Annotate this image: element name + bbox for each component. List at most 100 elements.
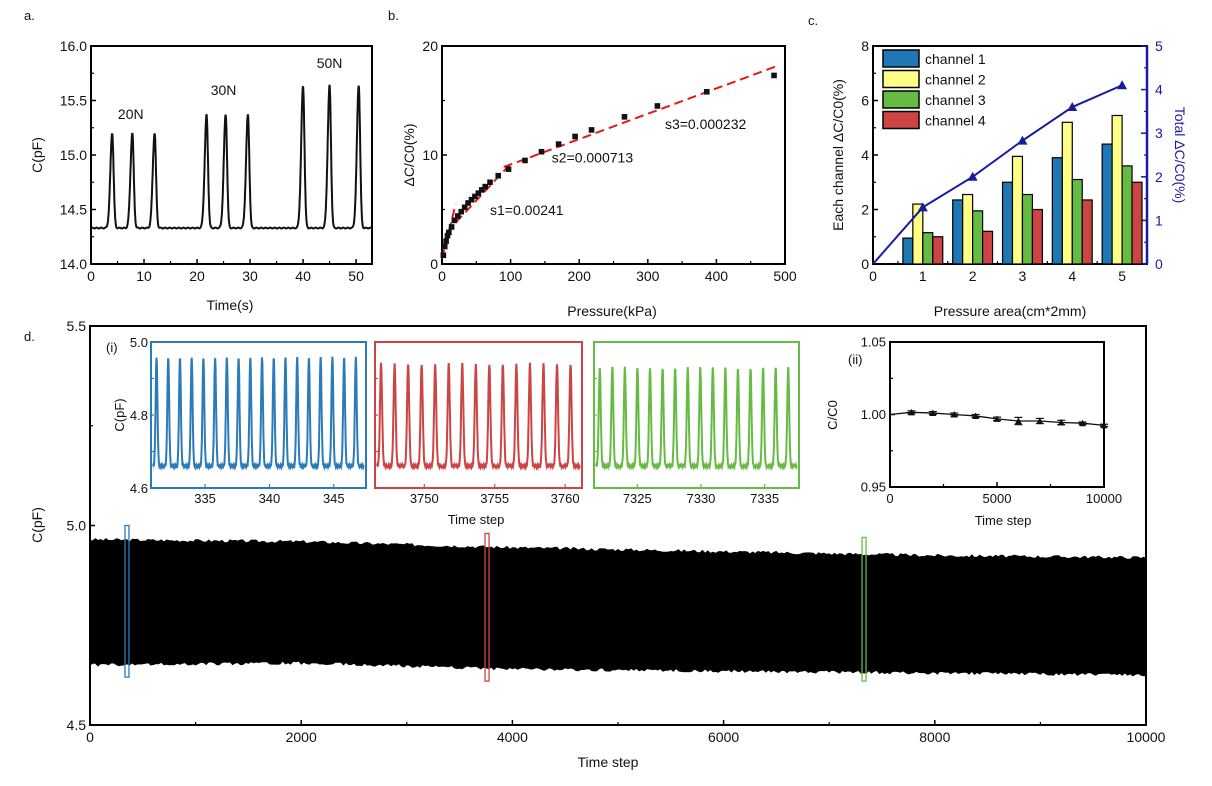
y-axis-label-a: C(pF) [29,137,45,173]
y-tick-label: 15.5 [60,92,87,108]
inset-x-tick-label: 7330 [686,491,715,506]
data-point [475,190,482,196]
panel-b: 0 100 200 300 400 500 0 10 20 b. Pressure(kPa) ΔC/C… [388,8,797,319]
highlight-window-1 [124,524,130,678]
y-tick-label: 14.0 [60,256,87,272]
data-point [451,217,458,224]
legend-label: channel 4 [925,113,986,129]
y-tick-label: 8 [861,38,869,54]
y2-tick-label: 1 [1155,212,1163,228]
highlight-window-2 [484,532,490,682]
data-point [505,166,512,172]
panel-label-b: b. [388,8,399,23]
legend-label: channel 3 [925,92,986,108]
y2-tick-label: 0 [1155,256,1163,272]
data-point [443,238,449,244]
x-tick-label: 0 [86,729,94,745]
x-tick-label: 100 [499,268,523,284]
annotation-20n: 20N [118,106,144,122]
bar-channel-4 [1131,181,1143,265]
inset-x-tick-label: 7325 [623,491,652,506]
highlight-window-3 [861,536,867,682]
y2-tick-label: 2 [1155,169,1163,185]
y-tick-label: 6 [861,92,869,108]
fit-label-s3: s3=0.000232 [665,116,747,132]
y-axis-label-c: Each channel ΔC/C0(%) [830,79,846,231]
total-marker [1017,135,1028,145]
x-tick-label: 0 [869,268,877,284]
inset-x-tick-label: 7335 [750,491,779,506]
y-tick-label: 5.5 [67,318,87,334]
x-axis-label-d: Time step [578,754,639,770]
data-point [487,179,493,186]
data-point [440,252,447,259]
data-point [522,157,528,164]
data-point [555,141,562,147]
x-axis-label-a: Time(s) [207,297,254,313]
stability-marker [1100,421,1108,429]
x-tick-label: 20 [189,268,205,284]
inset-y-tick-label: 5.0 [130,335,148,350]
x-tick-label: 8000 [919,729,950,745]
x-tick-label: 500 [773,268,797,284]
inset-x-tick-label: 335 [194,491,216,506]
y-tick-label: 15.0 [60,147,87,163]
data-point [771,72,777,79]
data-point [478,187,485,193]
data-point [465,200,471,206]
stability-marker [907,408,915,416]
panel-label-d: d. [24,329,35,344]
x-tick-label: 400 [705,268,729,284]
data-point [448,224,455,230]
bar-channel-3 [1071,178,1083,265]
data-point [444,232,451,239]
stability-marker [1057,418,1065,426]
x-tick-label: 1 [919,268,927,284]
fit-label-s1: s1=0.00241 [490,202,564,218]
stability-marker [993,415,1001,422]
data-point [441,243,448,250]
panel-d: 0 2000 4000 6000 8000 10000 4.5 5.0 5.5 335 340 345… [24,318,1166,770]
panel-c: 0 1 2 3 4 5 0 2 4 6 8 0 1 2 3 4 5 c. Pressure area(cm*2mm)… [808,13,1188,319]
stability-marker [1014,417,1022,425]
legend-swatch [882,110,920,130]
bar-channel-4 [1081,199,1093,265]
x-tick-label: 4000 [497,729,528,745]
data-point [588,127,595,133]
y-tick-label: 16.0 [60,38,87,54]
inset-trace-3 [595,366,798,472]
inset-x-tick-label: 340 [259,491,281,506]
inset-trace-1 [152,356,365,472]
fit-line-s3 [503,64,779,168]
x-tick-label: 2 [969,268,977,284]
x-tick-label: 5000 [983,491,1012,506]
inset-trace-2 [376,362,581,472]
stability-marker [1036,417,1044,425]
bar-channel-1 [1001,181,1014,265]
stability-marker [929,409,937,417]
y-tick-label: 2 [861,201,869,217]
bar-channel-2 [1011,155,1024,265]
panel-label-a: a. [24,8,35,23]
inset-x-tick-label: 345 [323,491,345,506]
y-tick-label: 0 [861,256,869,272]
bar-channel-4 [981,230,994,265]
data-point [472,193,478,200]
bar-channel-3 [1121,165,1133,265]
x-tick-label: 30 [242,268,258,284]
y-tick-label: 14.5 [60,201,87,217]
y2-tick-label: 3 [1155,125,1163,141]
legend-swatch [882,49,920,68]
x-tick-label: 4 [1068,268,1076,284]
x-tick-label: 0 [438,268,446,284]
x-tick-label: 0 [886,491,893,506]
x-tick-label: 10000 [1086,491,1122,506]
x-tick-label: 3 [1019,268,1027,284]
data-point [495,172,502,179]
inset-y-tick-label: 4.8 [130,408,148,423]
annotation-30n: 30N [211,82,237,98]
x-tick-label: 10000 [1127,729,1166,745]
annotation-50n: 50N [317,55,343,71]
x-tick-label: 0 [87,268,95,284]
panel-label-c: c. [808,13,818,28]
